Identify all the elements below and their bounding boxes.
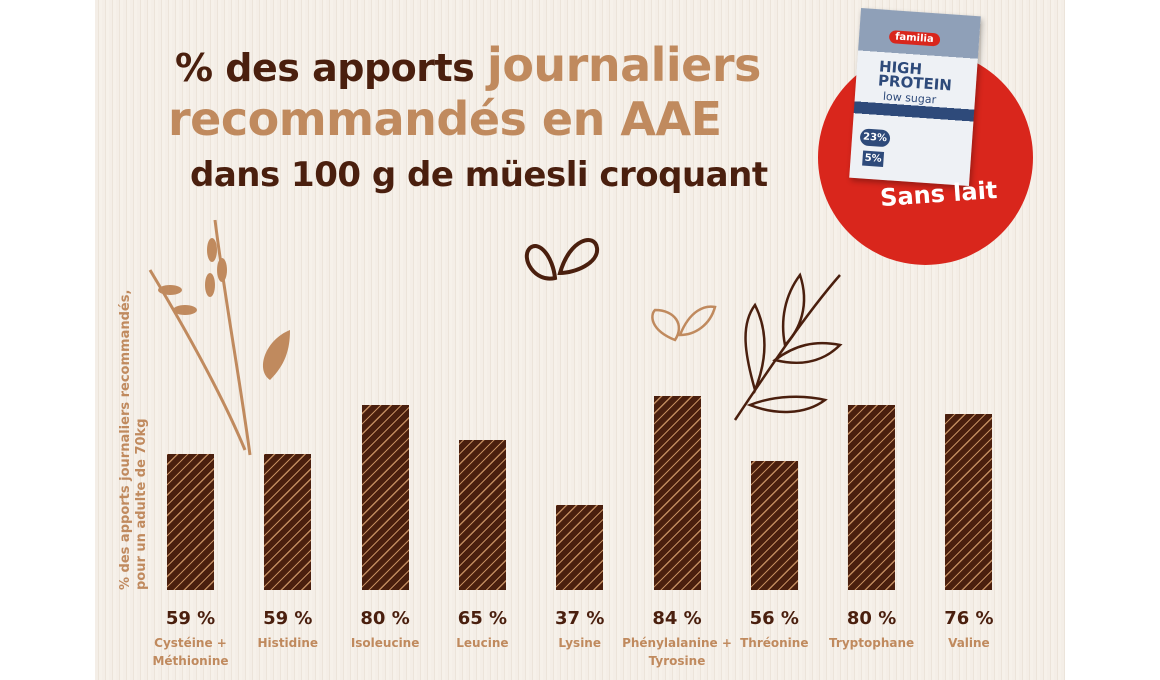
bar-4 xyxy=(556,504,604,590)
product-sub: low sugar xyxy=(882,89,937,107)
y-axis-label: % des apports journaliers recommandés, p… xyxy=(118,289,149,590)
bar-2 xyxy=(361,405,409,590)
value-label: 80 % xyxy=(846,608,897,629)
bar-3 xyxy=(458,439,506,590)
category-label: Histidine xyxy=(257,636,319,650)
category-label: Isoleucine xyxy=(350,636,420,650)
product-name: HIGH PROTEIN xyxy=(877,57,953,95)
category-label: Valine xyxy=(948,636,990,650)
title-line-1: % des apports journaliers xyxy=(175,38,761,92)
value-label: 59 % xyxy=(165,608,216,629)
category-label: Phénylalanine + Tyrosine xyxy=(622,636,732,668)
bar-8 xyxy=(945,414,993,590)
bar-6 xyxy=(750,460,798,590)
value-label: 65 % xyxy=(457,608,508,629)
category-label: Leucine xyxy=(456,636,509,650)
butterfly-icon xyxy=(524,238,600,281)
value-label: 80 % xyxy=(360,608,410,629)
value-label: 84 % xyxy=(652,608,702,629)
product-package: familia HIGH PROTEIN low sugar 23% 5% xyxy=(849,8,981,186)
value-label: 59 % xyxy=(263,608,313,629)
value-label: 37 % xyxy=(555,608,605,629)
bar-0 xyxy=(167,453,214,590)
category-label: Cystéine + Méthionine xyxy=(152,636,229,668)
category-label: Lysine xyxy=(558,636,601,650)
bar-1 xyxy=(264,453,312,590)
bar-7 xyxy=(848,405,896,590)
title-line-2: recommandés en AAE xyxy=(168,92,722,146)
protein-stat: 23% xyxy=(859,128,891,148)
category-label: Tryptophane xyxy=(829,636,915,650)
brand-logo: familia xyxy=(888,30,941,47)
value-label: 56 % xyxy=(749,608,799,629)
value-label: 76 % xyxy=(944,608,994,629)
subtitle: dans 100 g de müesli croquant xyxy=(190,155,768,195)
bar-5 xyxy=(653,395,701,590)
wheat-icon xyxy=(148,219,290,456)
sugar-stat: 5% xyxy=(862,150,885,167)
category-label: Thréonine xyxy=(740,636,809,650)
leaf-branch-icon xyxy=(651,272,843,421)
